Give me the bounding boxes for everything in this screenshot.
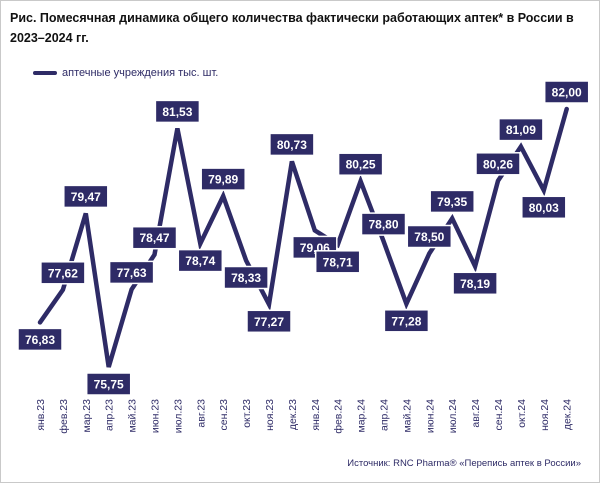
legend-swatch	[33, 71, 57, 75]
x-tick-label: май.24	[401, 399, 413, 433]
data-label-box	[337, 152, 384, 176]
data-label-box	[200, 167, 246, 191]
data-label-box	[40, 261, 86, 285]
data-label: 78,19	[460, 277, 490, 291]
x-tick-label: сен.23	[218, 399, 230, 431]
x-tick-label: апр.24	[379, 399, 391, 431]
data-label: 80,26	[483, 157, 513, 171]
data-label: 82,00	[552, 86, 582, 100]
data-label-box	[246, 309, 292, 334]
data-label-box	[63, 184, 109, 209]
data-label: 78,80	[368, 218, 398, 232]
data-label-box	[498, 117, 544, 142]
legend-label: аптечные учреждения тыс. шт.	[62, 67, 219, 79]
data-label-box	[452, 271, 498, 296]
data-label-box	[154, 99, 201, 124]
data-label: 81,53	[162, 105, 192, 119]
data-label: 80,73	[277, 138, 307, 152]
data-label: 78,50	[414, 230, 444, 244]
data-label: 80,25	[346, 158, 376, 172]
x-tick-label: авг.24	[470, 399, 482, 428]
data-label: 79,89	[208, 173, 238, 187]
x-tick-label: фев.23	[58, 399, 70, 434]
data-label-box	[108, 260, 155, 285]
x-tick-label: дек.23	[287, 399, 299, 430]
data-label-box	[475, 152, 521, 176]
data-label: 79,35	[437, 195, 467, 209]
data-label-box	[223, 265, 269, 290]
data-label-box	[543, 80, 590, 104]
x-tick-label: мар.23	[81, 399, 93, 433]
data-label-box	[85, 372, 132, 396]
data-label-box	[17, 327, 63, 352]
data-label: 78,33	[231, 271, 261, 285]
data-label: 77,28	[391, 314, 421, 328]
x-tick-label: июл.24	[447, 399, 459, 433]
data-label: 75,75	[94, 378, 124, 392]
data-label-box	[383, 309, 430, 333]
data-label: 78,47	[139, 231, 169, 245]
source-note: Источник: RNC Pharma® «Перепись аптек в …	[347, 458, 581, 469]
chart-title: Рис. Помесячная динамика общего количест…	[10, 11, 574, 45]
data-label: 76,83	[25, 333, 55, 347]
data-label: 80,03	[529, 201, 559, 215]
x-tick-label: апр.23	[104, 399, 116, 431]
data-label-box	[177, 248, 224, 273]
x-tick-label: окт.24	[516, 399, 528, 428]
data-label-box	[269, 132, 315, 157]
data-label-box	[521, 195, 567, 220]
legend: аптечные учреждения тыс. шт.	[33, 67, 218, 79]
series-line	[37, 106, 569, 368]
data-label: 78,71	[323, 255, 353, 269]
data-label-box	[131, 225, 178, 250]
data-label-box	[429, 189, 475, 214]
x-tick-label: окт.23	[241, 399, 253, 428]
x-tick-label: янв.23	[35, 399, 47, 431]
x-tick-label: мар.24	[356, 399, 368, 433]
x-tick-label: авг.23	[195, 399, 207, 428]
data-label-box	[406, 224, 453, 249]
x-tick-label: июн.24	[424, 399, 436, 433]
x-tick-label: ноя.24	[539, 399, 551, 431]
data-label: 77,62	[48, 266, 78, 280]
x-tick-label: фев.24	[333, 399, 345, 434]
x-tick-label: июл.23	[172, 399, 184, 433]
x-tick-label: май.23	[127, 399, 139, 433]
x-tick-label: янв.24	[310, 399, 322, 431]
data-label-box	[360, 212, 407, 236]
data-label: 77,27	[254, 315, 284, 329]
x-tick-label: сен.24	[493, 399, 505, 431]
data-label: 79,47	[71, 190, 101, 204]
data-label: 81,09	[506, 123, 536, 137]
x-tick-label: июн.23	[150, 399, 162, 433]
data-label: 78,74	[185, 254, 215, 268]
x-tick-label: ноя.23	[264, 399, 276, 431]
x-tick-label: дек.24	[562, 399, 574, 430]
data-label-box	[314, 250, 361, 274]
data-label: 77,63	[117, 266, 147, 280]
